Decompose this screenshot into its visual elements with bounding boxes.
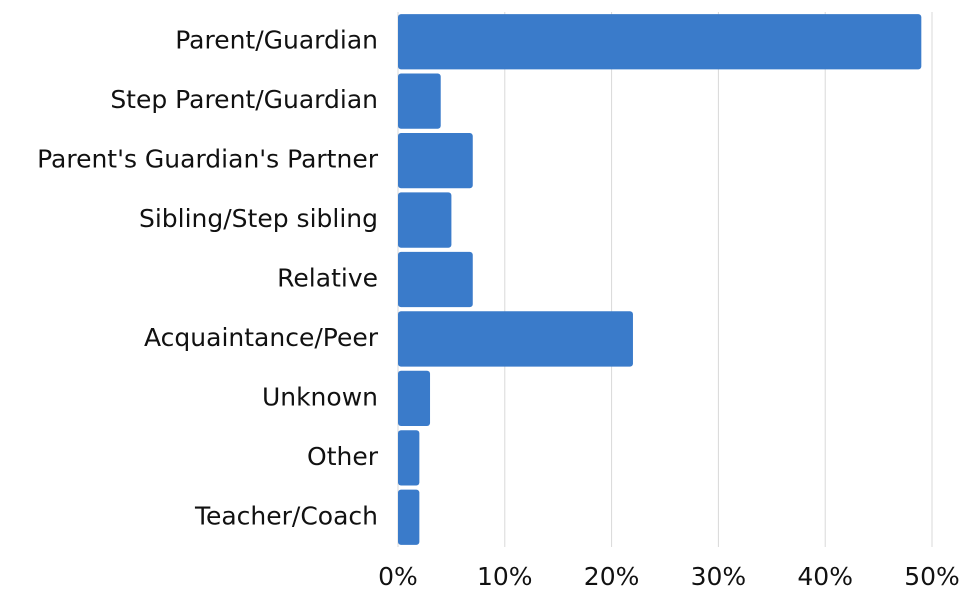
y-tick-label: Teacher/Coach (194, 501, 378, 530)
y-tick-label: Other (307, 442, 379, 471)
x-tick-label: 30% (691, 562, 747, 591)
bar (398, 73, 441, 129)
bar (398, 489, 420, 545)
x-tick-label: 20% (584, 562, 640, 591)
y-tick-label: Step Parent/Guardian (110, 85, 378, 114)
y-tick-label: Acquaintance/Peer (144, 323, 379, 352)
x-tick-label: 40% (797, 562, 853, 591)
bar (398, 430, 420, 486)
x-tick-label: 0% (378, 562, 418, 591)
y-tick-label: Sibling/Step sibling (139, 204, 378, 233)
bar (398, 370, 431, 427)
bar (398, 251, 473, 308)
y-tick-label: Relative (277, 264, 378, 293)
x-tick-label: 50% (904, 562, 960, 591)
y-tick-label: Parent/Guardian (175, 26, 378, 55)
y-tick-label: Parent's Guardian's Partner (37, 145, 379, 174)
bar (398, 192, 452, 248)
y-tick-label: Unknown (262, 382, 378, 411)
x-tick-label: 10% (477, 562, 533, 591)
bar (398, 14, 922, 70)
bar (398, 132, 473, 189)
bar (398, 311, 633, 367)
